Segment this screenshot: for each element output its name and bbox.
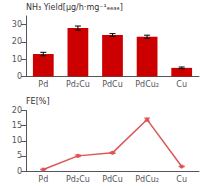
svg-text:FE[%]: FE[%] bbox=[26, 97, 50, 106]
svg-text:20: 20 bbox=[12, 37, 22, 46]
svg-text:0: 0 bbox=[17, 167, 22, 176]
svg-text:5: 5 bbox=[17, 151, 22, 160]
svg-text:PdCu₂: PdCu₂ bbox=[135, 80, 159, 89]
svg-text:0: 0 bbox=[17, 72, 22, 81]
svg-text:30: 30 bbox=[12, 20, 22, 29]
svg-text:10: 10 bbox=[12, 136, 22, 145]
svg-text:Pd: Pd bbox=[38, 175, 48, 184]
svg-text:Pd: Pd bbox=[38, 80, 48, 89]
svg-text:NH₃ Yield[μg/h·mg⁻¹ₑₑₐₑ]: NH₃ Yield[μg/h·mg⁻¹ₑₑₐₑ] bbox=[26, 3, 123, 12]
svg-text:20: 20 bbox=[12, 106, 22, 115]
svg-text:PdCu₂: PdCu₂ bbox=[135, 175, 159, 184]
svg-text:Pd₂Cu: Pd₂Cu bbox=[66, 80, 90, 89]
svg-text:PdCu: PdCu bbox=[102, 80, 123, 89]
svg-text:PdCu: PdCu bbox=[102, 175, 123, 184]
svg-text:Pd₂Cu: Pd₂Cu bbox=[66, 175, 90, 184]
svg-text:Cu: Cu bbox=[176, 80, 187, 89]
svg-text:Cu: Cu bbox=[176, 175, 187, 184]
svg-text:15: 15 bbox=[12, 121, 22, 130]
svg-text:10: 10 bbox=[12, 55, 22, 64]
